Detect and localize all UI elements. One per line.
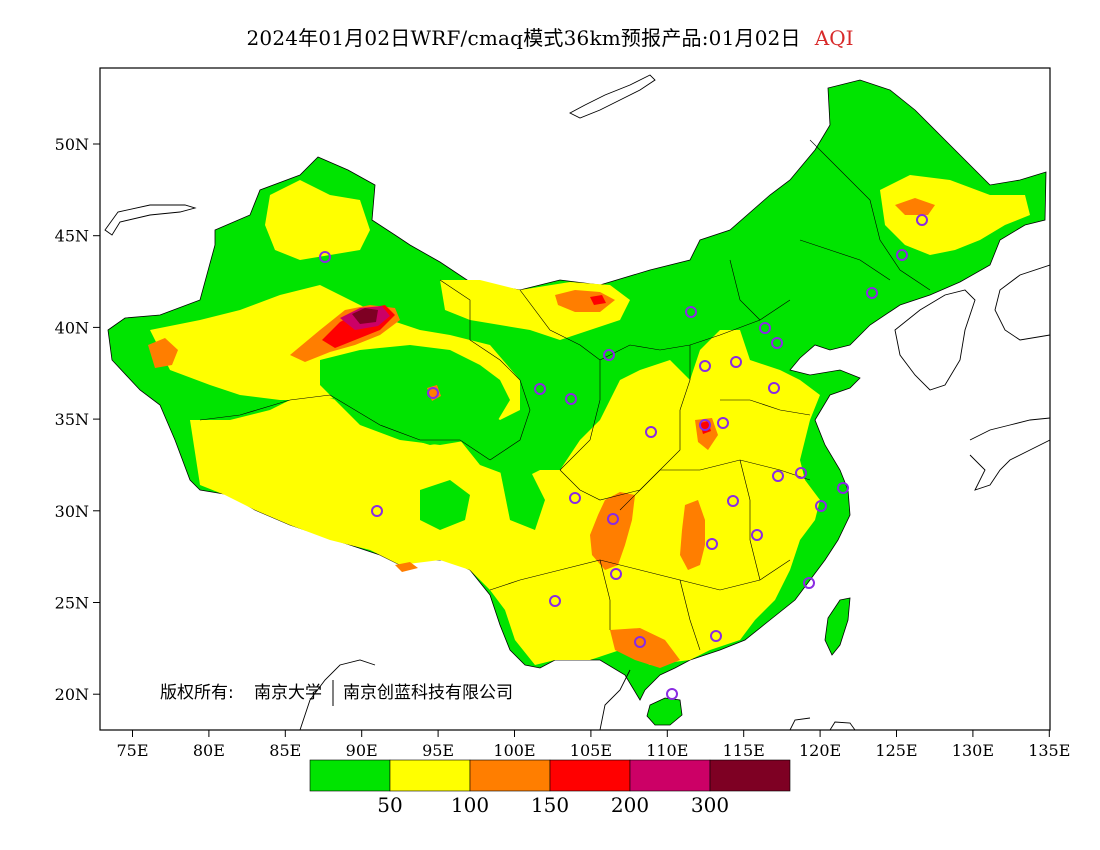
region-sensitive-guangxi xyxy=(610,628,680,668)
province-borders xyxy=(199,139,931,651)
lat-tick-label: 40N xyxy=(55,318,89,337)
region-sensitive-tibet-south xyxy=(395,562,418,572)
region-taiwan xyxy=(824,597,851,656)
station-marker xyxy=(699,419,711,431)
lon-tick-label: 110E xyxy=(646,741,688,760)
legend-swatch xyxy=(389,759,471,792)
latitude-axis: 50N 45N 40N 35N 30N 25N 20N xyxy=(55,135,100,704)
station-marker xyxy=(610,568,622,580)
lon-tick-label: 90E xyxy=(346,741,378,760)
station-markers xyxy=(319,214,928,700)
map-frame xyxy=(99,67,1051,731)
region-hazardous-taklimakan xyxy=(352,308,378,324)
station-marker xyxy=(896,249,908,261)
legend-swatch xyxy=(709,759,791,792)
longitude-axis: 75E 80E 85E 90E 95E 100E 105E 110E 115E 120E 125E 1… xyxy=(116,730,1070,760)
station-marker xyxy=(706,538,718,550)
map-title: 2024年01月02日WRF/cmaq模式36km预报产品:01月02日 AQI xyxy=(0,22,1100,51)
copyright-org1: 南京大学 xyxy=(254,683,322,703)
lon-tick-label: 115E xyxy=(723,741,765,760)
region-sensitive-hunan xyxy=(680,500,705,570)
lat-tick-label: 30N xyxy=(55,502,89,521)
station-marker xyxy=(803,577,815,589)
station-marker xyxy=(916,214,928,226)
lon-tick-label: 120E xyxy=(799,741,841,760)
copyright-org2: 南京创蓝科技有限公司 xyxy=(343,683,513,703)
legend-label: 150 xyxy=(531,793,569,817)
map-layers: 版权所有: 南京大学 南京创蓝科技有限公司 xyxy=(104,74,1050,730)
region-sensitive-xinjiang-west xyxy=(148,338,178,368)
station-marker xyxy=(427,387,439,399)
station-marker xyxy=(699,360,711,372)
station-marker xyxy=(837,482,849,494)
region-sensitive-sichuan xyxy=(590,492,635,570)
legend-swatch xyxy=(629,759,711,792)
station-marker xyxy=(603,349,615,361)
station-marker xyxy=(759,322,771,334)
region-sensitive-northeast xyxy=(895,198,935,215)
lat-tick-label: 50N xyxy=(55,135,89,154)
lon-tick-label: 80E xyxy=(193,741,225,760)
station-marker xyxy=(717,417,729,429)
lon-tick-label: 135E xyxy=(1028,741,1070,760)
station-marker xyxy=(772,470,784,482)
region-moderate-xinjiang-north xyxy=(265,180,370,260)
station-marker xyxy=(549,595,561,607)
region-good-sichuan-west xyxy=(500,470,545,530)
region-unhealthy-henan xyxy=(700,421,711,434)
station-marker xyxy=(815,500,827,512)
station-marker xyxy=(569,492,581,504)
copyright-label: 版权所有: xyxy=(160,683,234,703)
station-marker xyxy=(565,393,577,405)
region-good-tibet-south xyxy=(420,480,470,530)
station-marker xyxy=(607,513,619,525)
station-marker xyxy=(866,287,878,299)
lat-tick-label: 25N xyxy=(55,594,89,613)
station-marker xyxy=(666,688,678,700)
lon-tick-label: 95E xyxy=(422,741,454,760)
station-marker xyxy=(319,251,331,263)
title-text: 2024年01月02日WRF/cmaq模式36km预报产品:01月02日 xyxy=(246,26,801,50)
lat-tick-label: 45N xyxy=(55,227,89,246)
title-variable: AQI xyxy=(814,26,854,50)
station-marker xyxy=(795,467,807,479)
neighbor-outlines xyxy=(104,74,1050,730)
lat-tick-label: 20N xyxy=(55,685,89,704)
region-good-qinghai xyxy=(320,345,510,445)
aqi-legend: 50 100 150 200 300 xyxy=(309,759,791,817)
station-marker xyxy=(771,337,783,349)
legend-label: 50 xyxy=(377,793,402,817)
region-moderate-south xyxy=(190,330,820,665)
station-marker xyxy=(371,505,383,517)
station-marker xyxy=(634,636,646,648)
station-marker xyxy=(645,426,657,438)
legend-swatch xyxy=(309,759,391,792)
legend-label: 200 xyxy=(611,793,649,817)
lat-tick-label: 35N xyxy=(55,410,89,429)
station-marker xyxy=(730,356,742,368)
station-marker xyxy=(768,382,780,394)
lon-tick-label: 85E xyxy=(269,741,301,760)
region-hainan xyxy=(646,697,683,726)
lon-tick-label: 125E xyxy=(875,741,917,760)
lon-tick-label: 75E xyxy=(116,741,148,760)
region-unhealthy-inner-mongolia xyxy=(590,295,606,305)
legend-swatch xyxy=(469,759,551,792)
lon-tick-label: 100E xyxy=(493,741,535,760)
station-marker xyxy=(751,529,763,541)
region-moderate-northeast xyxy=(880,175,1030,255)
legend-label: 300 xyxy=(691,793,729,817)
station-marker xyxy=(710,630,722,642)
station-marker xyxy=(534,383,546,395)
lon-tick-label: 130E xyxy=(952,741,994,760)
lon-tick-label: 105E xyxy=(570,741,612,760)
legend-label: 100 xyxy=(451,793,489,817)
station-marker xyxy=(685,306,697,318)
legend-swatch xyxy=(549,759,631,792)
station-marker xyxy=(727,495,739,507)
